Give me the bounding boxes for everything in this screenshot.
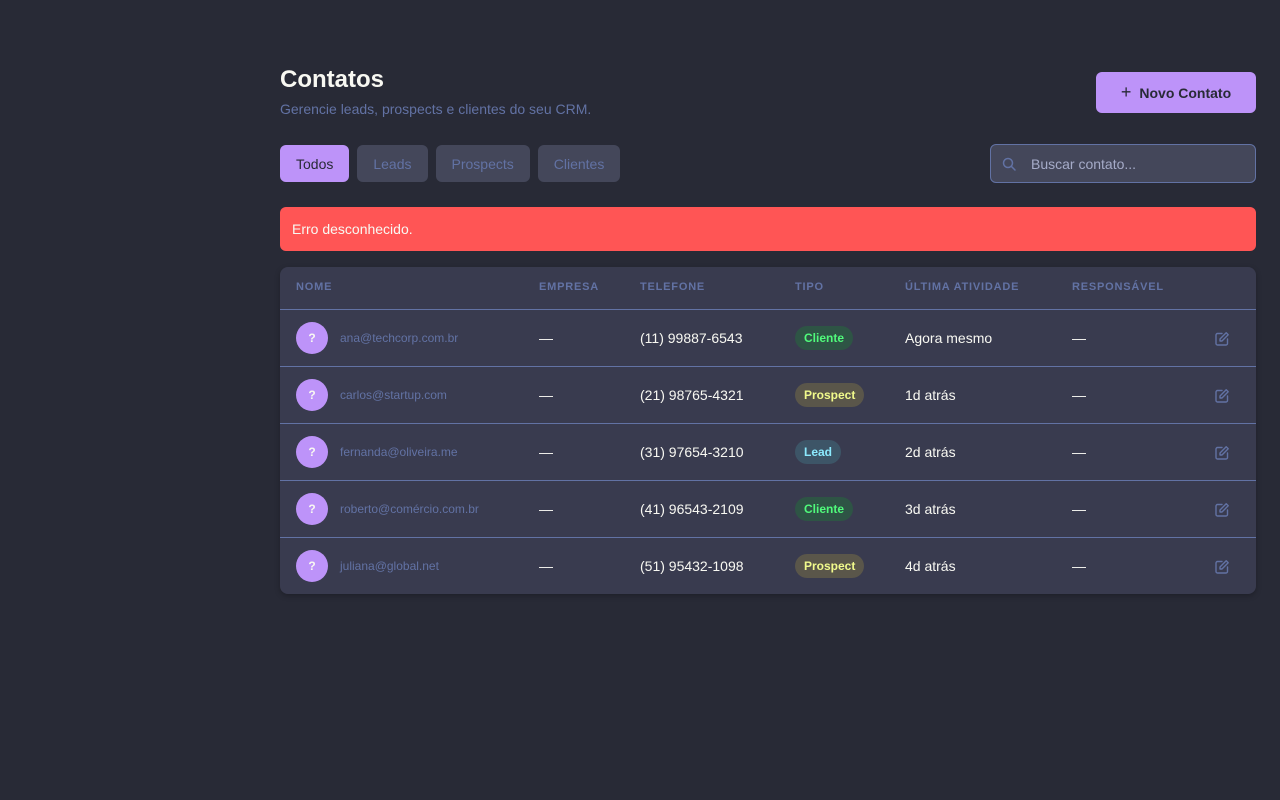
last-activity-cell: 3d atrás — [905, 501, 956, 517]
last-activity-cell: Agora mesmo — [905, 330, 993, 346]
company-cell: — — [539, 330, 553, 346]
new-contact-button[interactable]: + Novo Contato — [1096, 72, 1256, 113]
edit-icon[interactable] — [1214, 559, 1230, 575]
error-message: Erro desconhecido. — [292, 221, 413, 237]
contact-email: fernanda@oliveira.me — [340, 445, 458, 459]
avatar: ? — [296, 322, 328, 354]
page-header: Contatos Gerencie leads, prospects e cli… — [280, 0, 1256, 145]
column-header-nome: NOME — [296, 281, 333, 293]
edit-icon[interactable] — [1214, 331, 1230, 347]
owner-cell: — — [1072, 501, 1086, 517]
owner-cell: — — [1072, 444, 1086, 460]
company-cell: — — [539, 444, 553, 460]
avatar: ? — [296, 436, 328, 468]
type-badge: Prospect — [795, 554, 865, 578]
owner-cell: — — [1072, 387, 1086, 403]
table-row[interactable]: ? ana@techcorp.com.br — (11) 99887-6543 … — [280, 310, 1256, 367]
contact-email: ana@techcorp.com.br — [340, 331, 459, 345]
page-subtitle: Gerencie leads, prospects e clientes do … — [280, 101, 592, 117]
last-activity-cell: 1d atrás — [905, 387, 956, 403]
phone-cell: (21) 98765-4321 — [640, 387, 744, 403]
avatar: ? — [296, 550, 328, 582]
table-row[interactable]: ? juliana@global.net — (51) 95432-1098 P… — [280, 538, 1256, 594]
edit-icon[interactable] — [1214, 445, 1230, 461]
column-header-empresa: EMPRESA — [539, 281, 599, 293]
error-alert: Erro desconhecido. — [280, 207, 1256, 251]
search-icon — [1002, 157, 1016, 171]
tab-leads[interactable]: Leads — [357, 145, 428, 182]
type-badge: Cliente — [795, 497, 854, 521]
last-activity-cell: 2d atrás — [905, 444, 956, 460]
tab-clientes[interactable]: Clientes — [537, 145, 621, 182]
type-badge: Cliente — [795, 326, 854, 350]
phone-cell: (31) 97654-3210 — [640, 444, 744, 460]
company-cell: — — [539, 501, 553, 517]
column-header-telefone: TELEFONE — [640, 281, 706, 293]
filter-tabs: Todos Leads Prospects Clientes — [280, 145, 1256, 182]
contacts-page: Contatos Gerencie leads, prospects e cli… — [280, 0, 1256, 594]
table-row[interactable]: ? carlos@startup.com — (21) 98765-4321 P… — [280, 367, 1256, 424]
owner-cell: — — [1072, 330, 1086, 346]
tab-prospects[interactable]: Prospects — [435, 145, 530, 182]
type-badge: Lead — [795, 440, 842, 464]
column-header-responsavel: RESPONSÁVEL — [1072, 281, 1164, 293]
search-input[interactable] — [991, 145, 1255, 182]
table-header: NOME EMPRESA TELEFONE TIPO ÚLTIMA ATIVID… — [280, 267, 1256, 310]
new-contact-label: Novo Contato — [1139, 84, 1232, 101]
column-header-tipo: TIPO — [795, 281, 824, 293]
phone-cell: (51) 95432-1098 — [640, 558, 744, 574]
owner-cell: — — [1072, 558, 1086, 574]
phone-cell: (41) 96543-2109 — [640, 501, 744, 517]
phone-cell: (11) 99887-6543 — [640, 330, 743, 346]
column-header-ultima-atividade: ÚLTIMA ATIVIDADE — [905, 281, 1020, 293]
company-cell: — — [539, 387, 553, 403]
avatar: ? — [296, 493, 328, 525]
avatar: ? — [296, 379, 328, 411]
table-row[interactable]: ? roberto@comércio.com.br — (41) 96543-2… — [280, 481, 1256, 538]
toolbar: Todos Leads Prospects Clientes — [280, 144, 1256, 183]
contact-email: carlos@startup.com — [340, 388, 447, 402]
company-cell: — — [539, 558, 553, 574]
type-badge: Prospect — [795, 383, 865, 407]
contact-email: roberto@comércio.com.br — [340, 502, 479, 516]
contact-email: juliana@global.net — [340, 559, 439, 573]
last-activity-cell: 4d atrás — [905, 558, 956, 574]
edit-icon[interactable] — [1214, 502, 1230, 518]
search-box — [990, 144, 1256, 183]
plus-icon: + — [1120, 81, 1132, 102]
table-row[interactable]: ? fernanda@oliveira.me — (31) 97654-3210… — [280, 424, 1256, 481]
page-title: Contatos — [280, 66, 384, 93]
contacts-table: NOME EMPRESA TELEFONE TIPO ÚLTIMA ATIVID… — [280, 267, 1256, 594]
tab-todos[interactable]: Todos — [280, 145, 350, 182]
edit-icon[interactable] — [1214, 388, 1230, 404]
